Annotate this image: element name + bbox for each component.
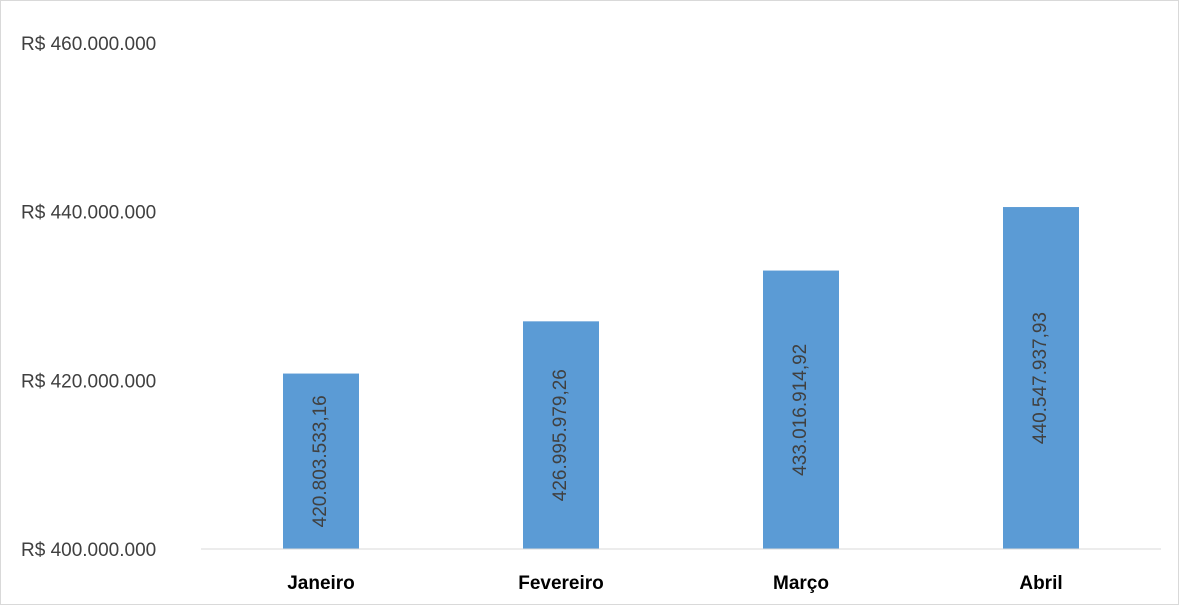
- y-tick-label: R$ 440.000.000: [21, 203, 156, 224]
- y-tick-label: R$ 420.000.000: [21, 371, 156, 392]
- x-category-label: Março: [773, 573, 829, 594]
- x-category-label: Fevereiro: [518, 573, 604, 594]
- bar-data-label: 433.016.914,92: [790, 344, 811, 476]
- bar-data-label: 426.995.979,26: [550, 369, 571, 501]
- bar-data-label: 420.803.533,16: [310, 395, 331, 527]
- bar: [523, 321, 599, 549]
- x-category-label: Abril: [1019, 573, 1062, 594]
- bar: [283, 373, 359, 549]
- y-tick-label: R$ 400.000.000: [21, 540, 156, 561]
- x-category-label: Janeiro: [287, 573, 355, 594]
- bar: [763, 270, 839, 549]
- bar: [1003, 207, 1079, 550]
- y-tick-label: R$ 460.000.000: [21, 34, 156, 55]
- bar-data-label: 440.547.937,93: [1030, 312, 1051, 444]
